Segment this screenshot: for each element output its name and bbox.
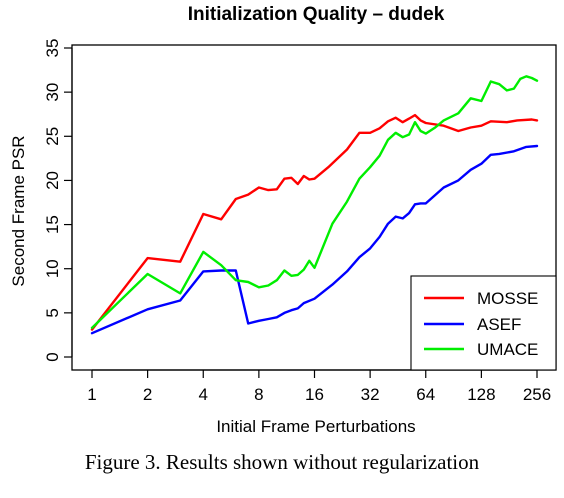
series-line-asef bbox=[90, 144, 539, 335]
chart-title: Initialization Quality – dudek bbox=[188, 4, 445, 25]
y-tick-label: 0 bbox=[43, 352, 62, 361]
series-line-mosse bbox=[90, 113, 539, 331]
legend-label-mosse: MOSSE bbox=[477, 289, 538, 308]
y-tick-label: 20 bbox=[43, 171, 62, 190]
y-tick-label: 10 bbox=[43, 259, 62, 278]
x-tick-label: 256 bbox=[523, 385, 551, 404]
x-tick-label: 8 bbox=[254, 385, 263, 404]
x-axis: 1 2 4 8 16 32 64 128 256 bbox=[87, 369, 551, 404]
y-axis-label: Second Frame PSR bbox=[9, 135, 28, 286]
x-tick-label: 16 bbox=[305, 385, 324, 404]
x-tick-label: 1 bbox=[87, 385, 96, 404]
y-tick-label: 35 bbox=[43, 39, 62, 58]
y-tick-label: 25 bbox=[43, 127, 62, 146]
series-layer bbox=[90, 75, 539, 335]
x-tick-label: 2 bbox=[143, 385, 152, 404]
y-axis: 0 5 10 15 20 25 30 35 bbox=[43, 39, 73, 362]
legend-label-asef: ASEF bbox=[477, 315, 521, 334]
series-line-umace bbox=[90, 75, 539, 330]
y-tick-label: 15 bbox=[43, 215, 62, 234]
x-tick-label: 128 bbox=[467, 385, 495, 404]
x-tick-label: 4 bbox=[199, 385, 208, 404]
y-tick-label: 30 bbox=[43, 83, 62, 102]
x-tick-label: 32 bbox=[361, 385, 380, 404]
legend: MOSSE ASEF UMACE bbox=[410, 275, 557, 371]
x-axis-label: Initial Frame Perturbations bbox=[216, 417, 415, 436]
legend-label-umace: UMACE bbox=[477, 340, 538, 359]
figure-caption: Figure 3. Results shown without regulari… bbox=[84, 450, 480, 474]
y-tick-label: 5 bbox=[43, 308, 62, 317]
x-tick-label: 64 bbox=[416, 385, 435, 404]
line-chart: Initialization Quality – dudek 1 2 4 8 16 32 6… bbox=[9, 4, 557, 436]
